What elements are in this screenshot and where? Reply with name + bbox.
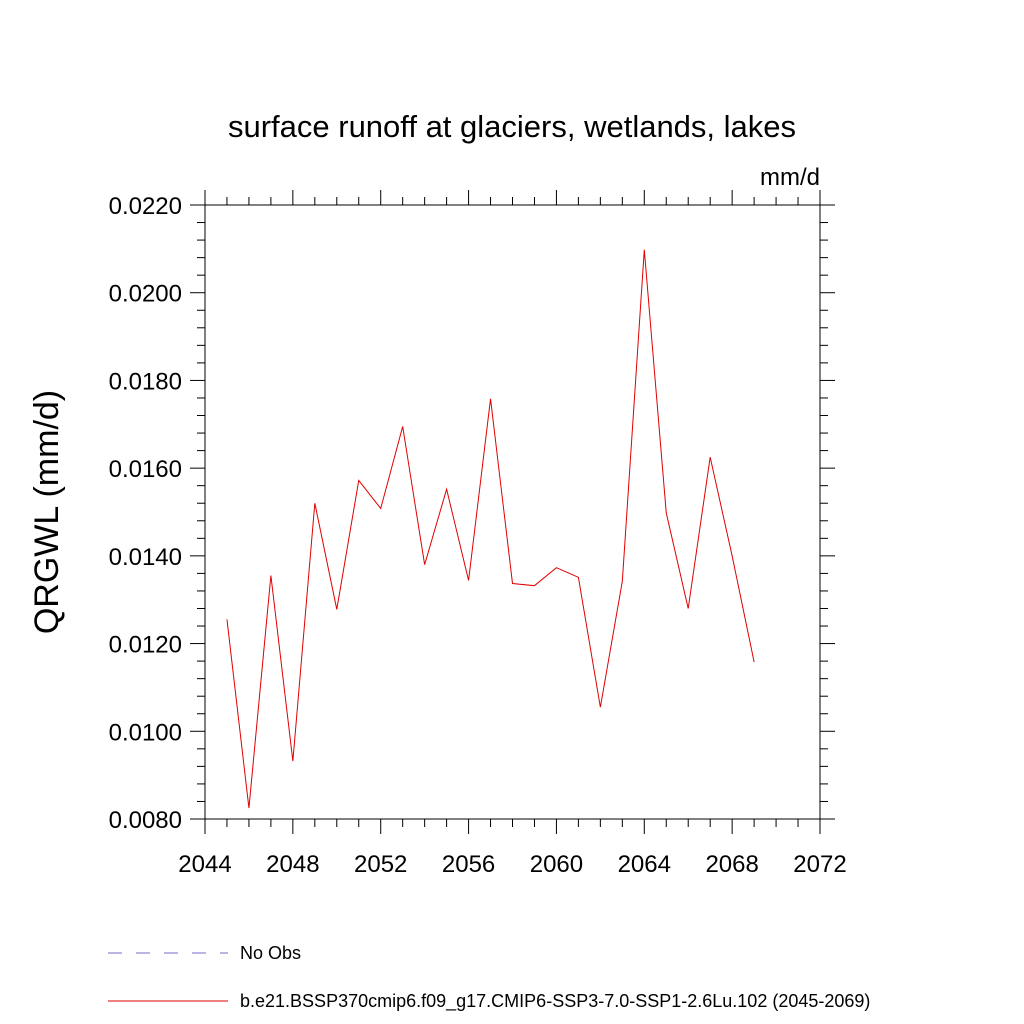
y-tick-label: 0.0140: [109, 544, 182, 571]
y-tick-label: 0.0120: [109, 632, 182, 659]
legend: No Obs b.e21.BSSP370cmip6.f09_g17.CMIP6-…: [108, 943, 870, 1012]
units-label: mm/d: [760, 164, 820, 191]
series-layer: [226, 249, 755, 809]
y-tick-label: 0.0180: [109, 368, 182, 395]
y-tick-label: 0.0220: [109, 193, 182, 220]
y-axis-label: QRGWL (mm/d): [28, 390, 66, 634]
x-tick-label: 2048: [266, 851, 319, 878]
y-tick-label: 0.0200: [109, 281, 182, 308]
x-tick-label: 2068: [705, 851, 758, 878]
y-tick-label: 0.0100: [109, 719, 182, 746]
series-line: [226, 249, 755, 809]
x-tick-label: 2064: [618, 851, 671, 878]
legend-label-no-obs: No Obs: [240, 943, 301, 963]
y-tick-label: 0.0080: [109, 807, 182, 834]
x-tick-label: 2072: [793, 851, 846, 878]
x-tick-label: 2056: [442, 851, 495, 878]
chart-title: surface runoff at glaciers, wetlands, la…: [228, 109, 796, 144]
x-tick-label: 2052: [354, 851, 407, 878]
x-tick-label: 2044: [178, 851, 231, 878]
y-tick-label: 0.0160: [109, 456, 182, 483]
x-tick-label: 2060: [530, 851, 583, 878]
tick-labels: 2044 2048 2052 2056 2060 2064 2068 2072 0.0080 0.…: [109, 193, 847, 878]
plot-frame: [204, 204, 821, 820]
axis-ticks: [190, 190, 835, 834]
legend-label-model: b.e21.BSSP370cmip6.f09_g17.CMIP6-SSP3-7.…: [240, 991, 870, 1012]
